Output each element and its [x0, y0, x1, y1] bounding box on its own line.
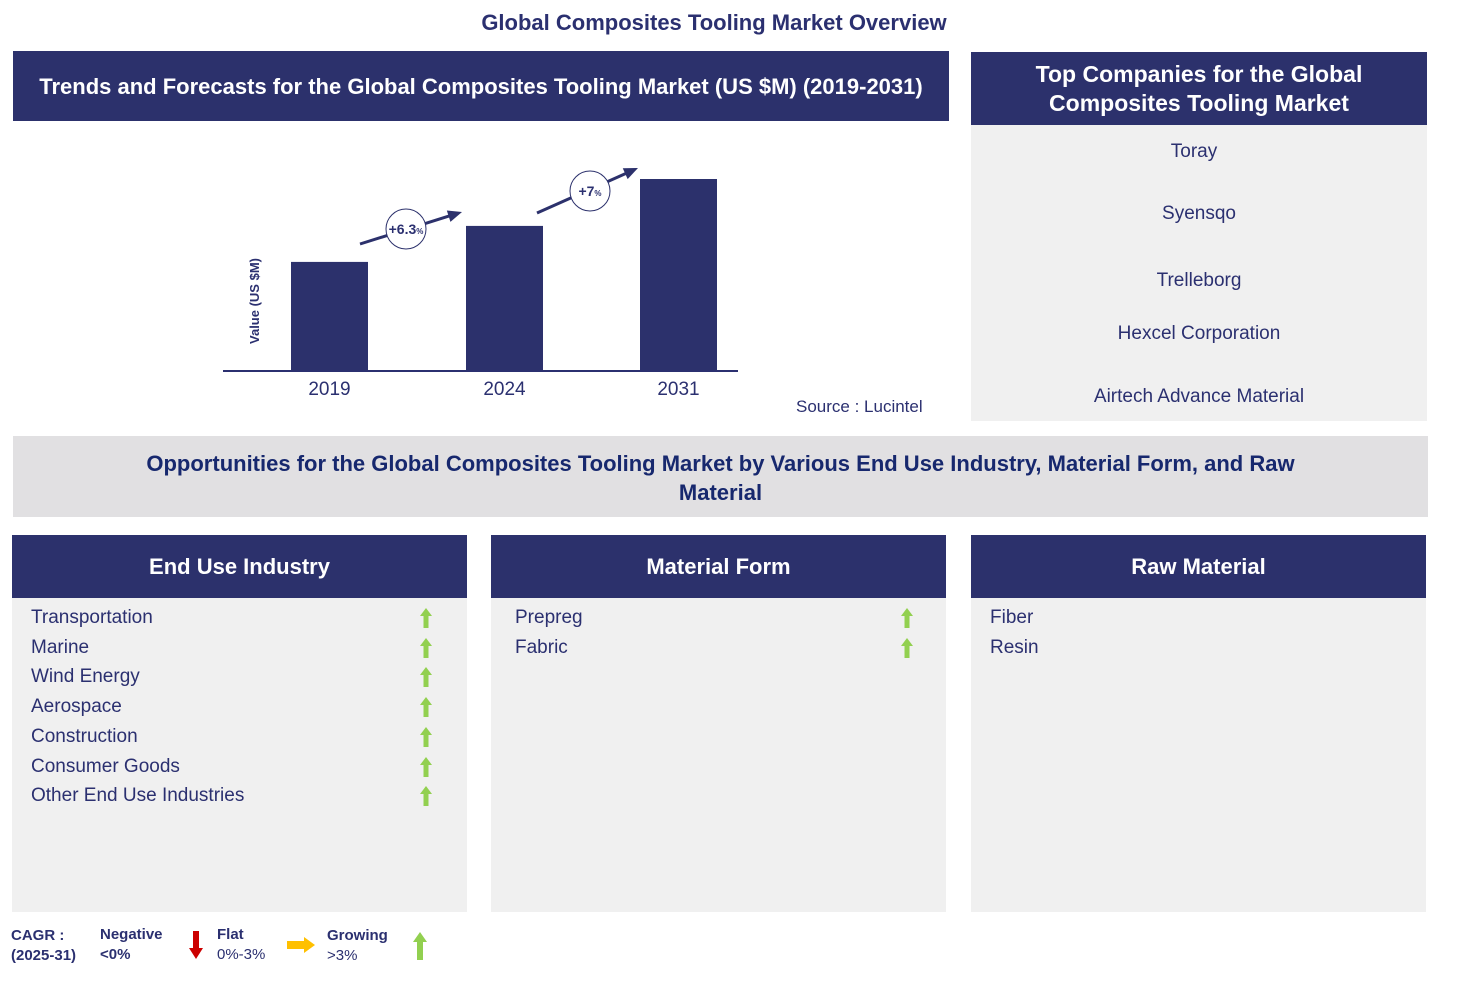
company-item: Toray	[1170, 141, 1218, 162]
segment-header: End Use Industry	[12, 535, 467, 598]
growing-arrow-icon	[420, 667, 432, 688]
growing-arrow-icon	[420, 786, 432, 807]
growing-arrow-icon	[420, 637, 432, 658]
bar-2031	[640, 179, 717, 371]
arrow-up-icon	[413, 932, 427, 960]
growing-arrow-icon	[901, 637, 913, 658]
source-note: Source : Lucintel	[796, 397, 923, 416]
x-tick-label: 2019	[308, 379, 350, 400]
growing-arrow-icon	[420, 697, 432, 718]
segment-item: Prepreg	[515, 607, 583, 628]
growing-arrow-icon	[420, 726, 432, 747]
segment-item: Resin	[990, 636, 1039, 658]
segment-item: Fabric	[515, 636, 568, 658]
growth-arrow-head	[622, 168, 638, 180]
segment-header: Material Form	[491, 535, 946, 598]
y-axis-label: Value (US $M)	[247, 258, 262, 344]
growth-arrow-head	[446, 210, 462, 222]
segment-panel: Fiber Resin	[971, 598, 1426, 912]
cagr-bubble	[569, 170, 611, 212]
arrow-down-icon	[189, 931, 203, 959]
company-item: Airtech Advance Material	[1093, 386, 1305, 407]
x-tick-label: 2024	[483, 379, 526, 400]
legend-flat: Flat 0%-3%	[217, 926, 266, 963]
company-item: Hexcel Corporation	[1117, 323, 1281, 344]
segment-item: Other End Use Industries	[31, 785, 245, 807]
growing-arrow-icon	[420, 608, 432, 628]
x-tick-label: 2031	[657, 379, 699, 400]
segment-item: Marine	[31, 636, 90, 658]
bar-2024	[466, 225, 543, 371]
segment-item: Transportation	[31, 607, 153, 628]
legend-negative: Negative <0%	[100, 926, 163, 963]
bar-chart: 2019 2024 2031 Value (US $M) +6.3% +7%	[223, 168, 738, 400]
bar-2019	[291, 261, 368, 371]
segment-panel: Transportation Marine Wind Energy Aerospace…	[12, 598, 467, 912]
growing-arrow-icon	[420, 756, 432, 777]
cagr-label: +6.3%	[389, 221, 424, 237]
companies-list: Toray Syensqo Trelleborg Hexcel Corporat…	[971, 125, 1427, 421]
growing-arrow-icon	[901, 608, 913, 628]
segment-header: Raw Material	[971, 535, 1426, 598]
segment-item: Wind Energy	[31, 666, 140, 688]
company-item: Syensqo	[1162, 203, 1236, 224]
segment-item: Fiber	[990, 607, 1034, 628]
legend-growing: Growing >3%	[327, 927, 388, 964]
company-item: Trelleborg	[1156, 270, 1242, 291]
legend-cagr: CAGR : (2025-31)	[11, 927, 77, 964]
segment-item: Consumer Goods	[31, 755, 180, 777]
page-title: Global Composites Tooling Market Overvie…	[481, 10, 947, 35]
segment-item: Construction	[31, 725, 138, 747]
segment-item: Aerospace	[31, 696, 122, 718]
segment-panel: Prepreg Fabric	[491, 598, 946, 912]
cagr-label: +7%	[578, 183, 601, 199]
companies-header: Top Companies for the Global Composites …	[971, 52, 1427, 125]
opportunities-header: Opportunities for the Global Composites …	[13, 436, 1428, 517]
cagr-bubble	[385, 208, 427, 250]
chart-header: Trends and Forecasts for the Global Comp…	[13, 51, 949, 121]
arrow-right-icon	[287, 937, 315, 953]
